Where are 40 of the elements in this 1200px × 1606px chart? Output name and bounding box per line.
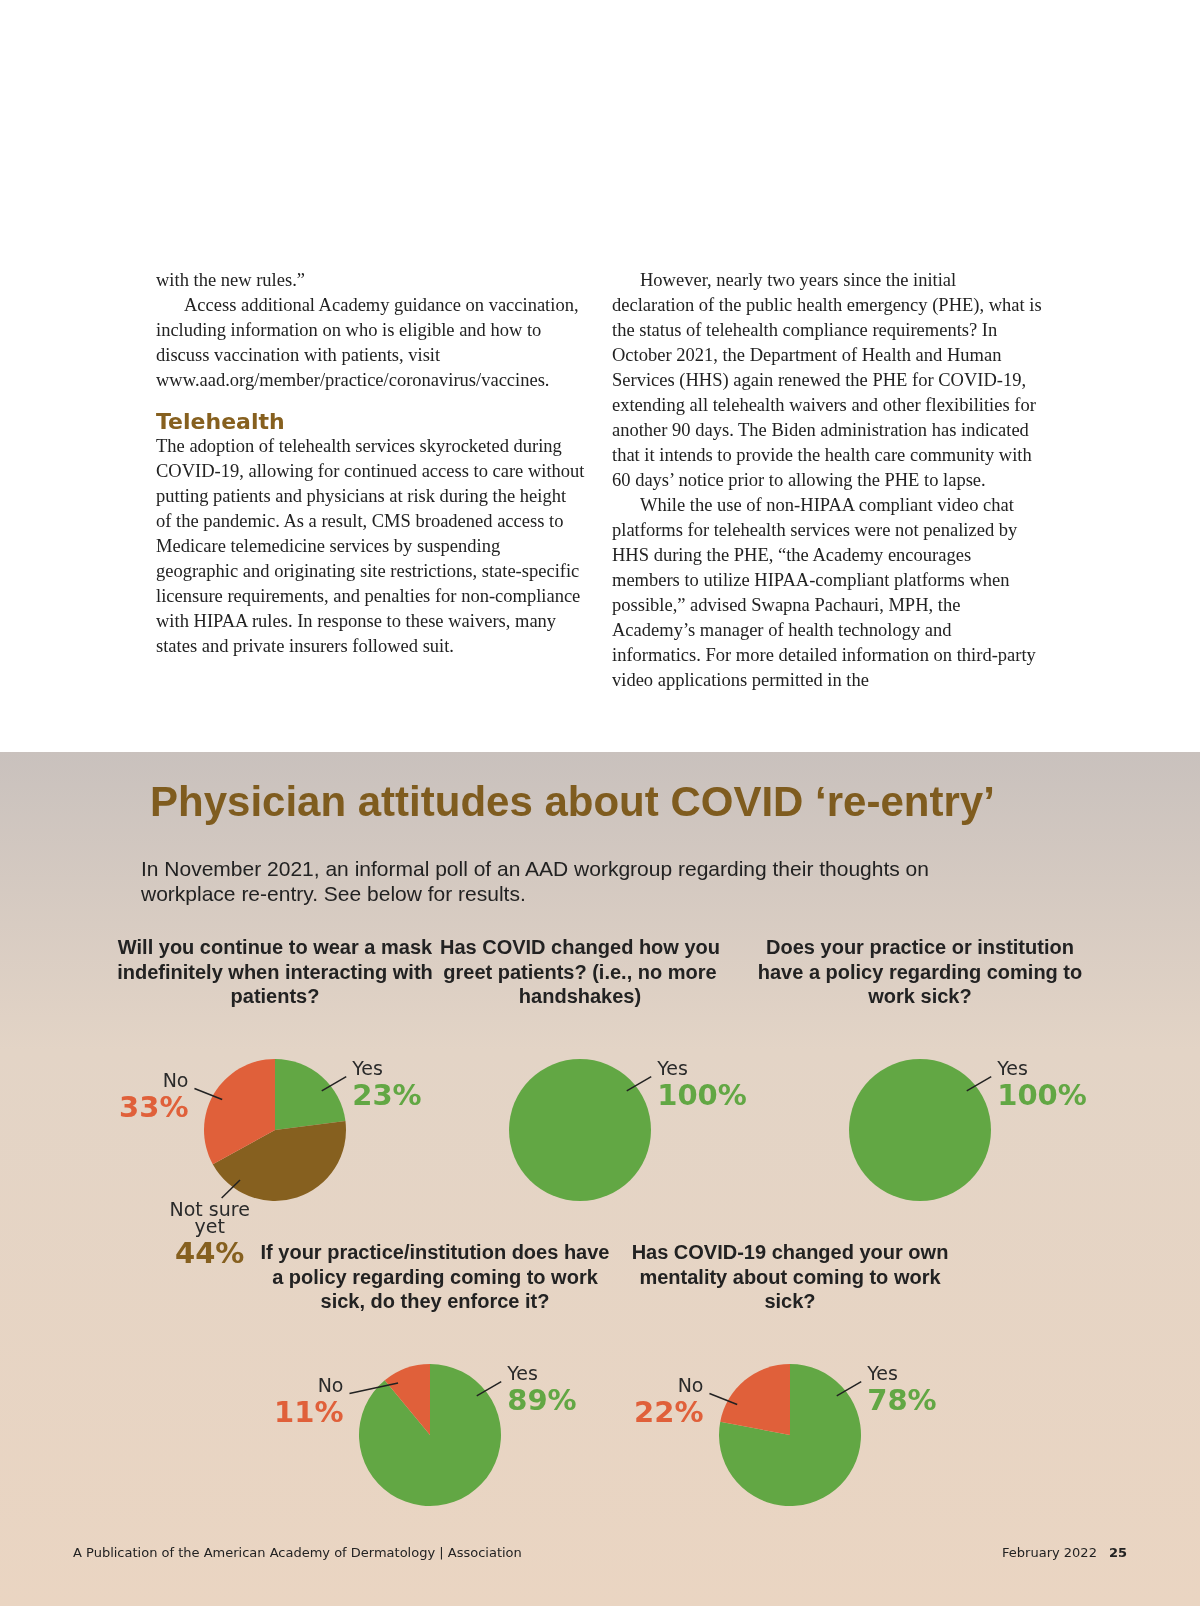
text: 25 <box>1108 1545 1127 1560</box>
slice-label: Yes <box>506 1361 538 1384</box>
chart-title: Does your practice or institution have a policy regarding coming to work sick? <box>756 935 1084 1009</box>
data-label: 100% <box>997 1077 1087 1112</box>
slice-label: Yes <box>351 1056 383 1079</box>
slice-label: Yes <box>656 1056 688 1079</box>
text: Telehealth <box>156 409 286 434</box>
data-label: 100% <box>657 1077 747 1112</box>
pie-slice <box>359 1364 501 1506</box>
chart-title: Has COVID changed how you greet patients? (i.e., no more handshakes) <box>439 936 721 1007</box>
text: However, nearly two years since the initial declaration of the public health emergency (PHE), what is the status of telehealth compliance requirements? In October 2021, the Department of Health and Human Services (HHS) again renewed the PHE for COVID-19, extending all telehealth waivers and other flexibilities for another 90 days. The Biden administration has indicated that it intends to provide the health care community with 60 days’ notice prior to allowing the PHE to lapse. <box>612 270 1042 490</box>
data-label: 11% <box>274 1394 344 1429</box>
pie-slice <box>384 1364 430 1435</box>
slice-label: Not sure yet <box>169 1197 250 1237</box>
pie-slice <box>212 1121 346 1201</box>
slice-label: Yes <box>996 1056 1028 1079</box>
chart-title: Has COVID-19 changed your own mentality about coming to work sick? <box>630 1240 950 1314</box>
data-label: 22% <box>634 1394 704 1429</box>
data-label: 23% <box>352 1077 422 1112</box>
pie-slice <box>275 1059 346 1130</box>
slice-label: No <box>677 1373 704 1396</box>
data-label: 78% <box>867 1382 937 1417</box>
text: The adoption of telehealth services skyrocketed during COVID-19, allowing for continued access to care without putting patients and physicians at risk during the height of the pandemic. As a result, CMS broadened access to Medicare telemedicine services by suspending geographic and originating site restrictions, state-specific licensure requirements, and penalties for non-compliance with HIPAA rules. In response to these waivers, many states and private insurers followed suit. <box>156 436 585 656</box>
chart-title: Will you continue to wear a mask indefinitely when interacting with patients? <box>116 935 434 1009</box>
slice-label: No <box>162 1068 189 1091</box>
chart-title: If your practice/institution does have a policy regarding coming to work sick, do they enforce it? <box>259 1240 611 1314</box>
slice-label: No <box>317 1373 344 1396</box>
pie-slice <box>719 1364 861 1506</box>
text: Access additional Academy guidance on vaccination, including information on who is eligible and how to discuss vaccination with patients, visit www.aad.org/member/practice/coronavirus/vaccines. <box>156 294 580 392</box>
data-label: 33% <box>119 1089 189 1124</box>
data-label: 89% <box>507 1382 577 1417</box>
slice-label: Yes <box>866 1361 898 1384</box>
text: In November 2021, an informal poll of an AAD workgroup regarding their thoughts on workplace re-entry. See below for results. <box>141 856 930 906</box>
pie-slice <box>720 1364 790 1435</box>
text: While the use of non-HIPAA compliant video chat platforms for telehealth services were not penalized by HHS during the PHE, “the Academy encourages members to utilize HIPAA-compliant platforms when possible,” advised Swapna Pachauri, MPH, the Academy’s manager of health technology and informatics. For more detailed information on third-party video applications permitted in the <box>612 494 1037 692</box>
text: A Publication of the American Academy of Dermatology | Association <box>73 1545 522 1560</box>
pie-slice <box>204 1059 275 1165</box>
text: with the new rules.” <box>156 269 306 292</box>
text: February 2022 <box>1002 1545 1097 1560</box>
text: Physician attitudes about COVID ‘re-entry’ <box>150 778 996 826</box>
